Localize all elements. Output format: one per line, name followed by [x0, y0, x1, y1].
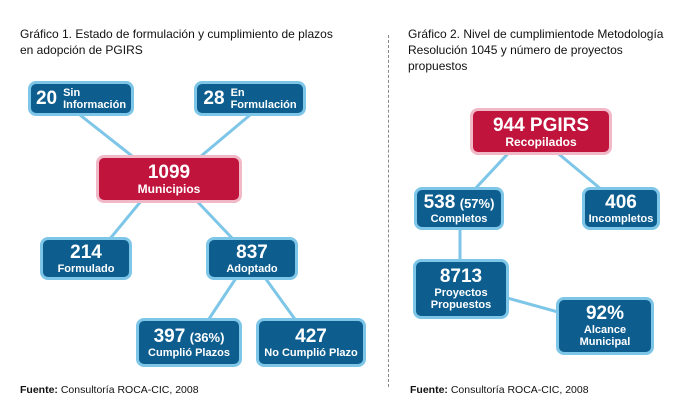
box-alcance-municipal: 92% Alcance Municipal — [556, 297, 654, 355]
cumplio-pct: (36%) — [189, 329, 225, 345]
box-adoptado: 837 Adoptado — [206, 237, 298, 280]
en-form-label-2: Formulación — [230, 98, 297, 111]
en-form-label-1: En — [230, 86, 245, 99]
proyectos-label-1: Proyectos — [434, 287, 488, 299]
box-completos: 538 (57%) Completos — [414, 187, 504, 230]
pgirs-label: Recopilados — [505, 134, 577, 149]
completos-value: 538 — [423, 191, 456, 213]
incompletos-value: 406 — [605, 191, 637, 213]
adoptado-value: 837 — [236, 241, 268, 263]
proyectos-label-2: Propuestos — [430, 299, 492, 311]
completos-pct: (57%) — [459, 195, 495, 211]
box-proyectos-propuestos: 8713 Proyectos Propuestos — [413, 259, 509, 319]
municipios-value: 1099 — [147, 162, 191, 183]
en-form-value: 28 — [203, 87, 225, 109]
sin-info-label-1: Sin — [63, 86, 81, 99]
adoptado-label: Adoptado — [226, 262, 278, 275]
box-en-formulacion: 28 En Formulación — [194, 81, 306, 116]
alcance-label-1: Alcance — [583, 324, 627, 336]
municipios-label: Municipios — [137, 182, 201, 196]
completos-label: Completos — [430, 212, 488, 225]
no-cumplio-value: 427 — [295, 325, 327, 347]
chart2-source: Fuente: Consultoría ROCA-CIC, 2008 — [410, 384, 589, 396]
chart1-source: Fuente: Consultoría ROCA-CIC, 2008 — [20, 384, 199, 396]
incompletos-label: Incompletos — [588, 212, 654, 225]
box-no-cumplio-plazo: 427 No Cumplió Plazo — [256, 318, 366, 367]
box-formulado: 214 Formulado — [40, 237, 132, 280]
box-incompletos: 406 Incompletos — [582, 187, 660, 230]
proyectos-value: 8713 — [439, 266, 483, 287]
cumplio-label: Cumplió Plazos — [148, 346, 230, 359]
box-pgirs-recopilados: 944 PGIRS Recopilados — [470, 108, 612, 155]
formulado-value: 214 — [70, 241, 102, 263]
formulado-label: Formulado — [57, 262, 115, 275]
sin-info-label-2: Información — [63, 98, 127, 111]
no-cumplio-label: No Cumplió Plazo — [264, 346, 358, 359]
box-sin-informacion: 20 Sin Información — [28, 81, 134, 116]
pgirs-value: 944 PGIRS — [492, 114, 590, 136]
sin-info-value: 20 — [35, 87, 58, 109]
alcance-label-2: Municipal — [579, 336, 631, 348]
chart1-title: Gráfico 1. Estado de formulación y cumpl… — [20, 27, 333, 57]
divider — [388, 35, 389, 387]
box-municipios: 1099 Municipios — [96, 155, 242, 203]
chart2-title: Gráfico 2. Nivel de cumplimientode Metod… — [408, 27, 664, 73]
cumplio-value: 397 — [153, 325, 186, 347]
alcance-value: 92% — [585, 303, 625, 324]
box-cumplio-plazos: 397 (36%) Cumplió Plazos — [136, 318, 242, 367]
